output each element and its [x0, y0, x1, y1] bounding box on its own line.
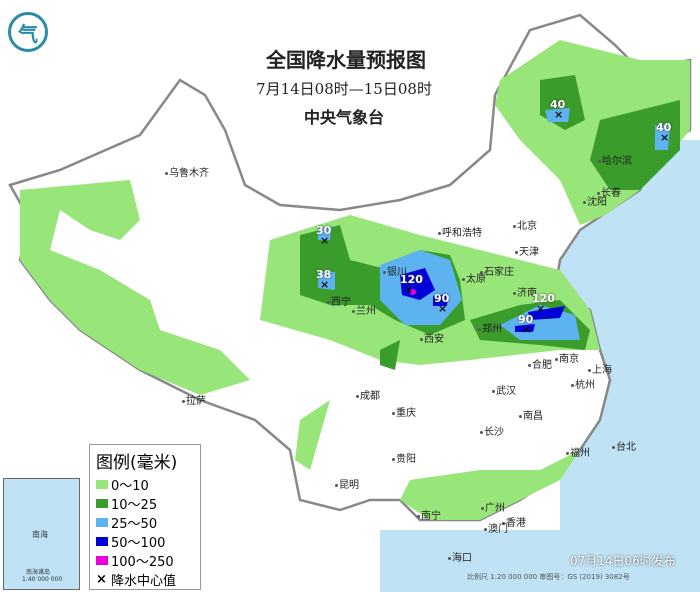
rain-50-100 [400, 268, 565, 332]
city-label: 广州 [481, 499, 505, 514]
logo-glyph: 气 [18, 21, 38, 46]
city-label: 乌鲁木齐 [165, 164, 209, 179]
city-label: 武汉 [492, 382, 516, 397]
city-label: 成都 [356, 387, 380, 402]
legend-swatch [96, 556, 108, 565]
precip-center-value: 40 [550, 98, 566, 111]
legend-item: 10～25 [96, 494, 194, 513]
cross-icon: × [438, 302, 448, 315]
cross-icon: × [554, 108, 564, 121]
city-label: 南京 [555, 350, 579, 365]
publish-time: 07月14日06时发布 [570, 554, 676, 568]
legend: 图例(毫米) 0～10 10～25 25～50 50～100 100～250 × 降水中心… [89, 444, 201, 590]
city-label: 长沙 [480, 423, 504, 438]
city-label: 石家庄 [480, 263, 514, 278]
inset-islands-label: 南海诸岛 [26, 569, 51, 576]
city-label: 哈尔滨 [598, 152, 632, 167]
south-sea [380, 530, 700, 592]
legend-label: 0～10 [111, 479, 149, 494]
legend-center-label: 降水中心值 [111, 574, 177, 589]
city-label: 昆明 [335, 476, 359, 491]
map-title: 全国降水量预报图 [266, 48, 426, 72]
city-label: 西宁 [327, 293, 351, 308]
cross-icon: × [536, 302, 546, 315]
precip-center-value: 90 [518, 313, 534, 326]
legend-swatch [96, 480, 108, 489]
precip-center-value: 120 [400, 273, 423, 286]
city-label: 银川 [383, 263, 407, 278]
legend-item-center: × 降水中心值 [96, 570, 194, 589]
legend-swatch [96, 499, 108, 508]
legend-title: 图例(毫米) [96, 453, 178, 473]
city-label: 上海 [588, 361, 612, 376]
issuer: 中央气象台 [303, 108, 384, 127]
precip-center-value: 120 [532, 292, 555, 305]
cross-icon: × [522, 323, 532, 336]
city-label: 呼和浩特 [438, 224, 482, 239]
city-label: 天津 [515, 243, 539, 258]
rain-100-250 [410, 289, 416, 295]
city-label: 海口 [448, 549, 472, 564]
legend-item: 25～50 [96, 513, 194, 532]
logo: 气 [8, 12, 48, 52]
legend-item: 50～100 [96, 532, 194, 551]
city-label: 福州 [566, 444, 590, 459]
city-label: 南昌 [519, 407, 543, 422]
city-label: 杭州 [571, 376, 595, 391]
city-label: 重庆 [392, 404, 416, 419]
city-label: 长春 [597, 184, 621, 199]
precip-center-value: 30 [316, 224, 332, 237]
city-label: 沈阳 [583, 193, 607, 208]
city-label: 北京 [513, 217, 537, 232]
legend-label: 100～250 [111, 555, 174, 570]
city-label: 台北 [612, 438, 636, 453]
city-label: 澳门 [484, 520, 508, 535]
city-label: 太原 [462, 270, 486, 285]
city-label: 西安 [420, 330, 444, 345]
cross-icon: × [660, 131, 670, 144]
legend-label: 50～100 [111, 536, 166, 551]
legend-swatch [96, 537, 108, 546]
cross-icon: × [404, 283, 414, 296]
legend-item: 0～10 [96, 475, 194, 494]
precip-center-value: 40 [656, 121, 672, 134]
city-label: 拉萨 [182, 392, 206, 407]
city-label: 郑州 [478, 320, 502, 335]
south-china-sea-inset: 南海 南海诸岛 1:40 000 000 [3, 478, 80, 590]
forecast-period: 7月14日08时—15日08时 [256, 80, 432, 98]
legend-label: 10～25 [111, 498, 158, 513]
precip-center-value: 38 [316, 268, 332, 281]
city-label: 合肥 [528, 356, 552, 371]
legend-label: 25～50 [111, 517, 158, 532]
cross-icon: × [320, 278, 330, 291]
cross-icon: × [96, 572, 107, 587]
cross-icon: × [320, 234, 330, 247]
city-label: 济南 [513, 284, 537, 299]
city-label: 南宁 [417, 507, 441, 522]
legend-item: 100～250 [96, 551, 194, 570]
inset-scale: 1:40 000 000 [22, 576, 63, 583]
scale-note: 比例尺 1:20 000 000 审图号：GS (2019) 3082号 [467, 573, 630, 581]
inset-label: 南海 [32, 530, 48, 539]
precip-center-value: 90 [434, 292, 450, 305]
city-label: 兰州 [352, 302, 376, 317]
city-label: 贵阳 [392, 450, 416, 465]
city-label: 香港 [502, 514, 526, 529]
legend-swatch [96, 518, 108, 527]
